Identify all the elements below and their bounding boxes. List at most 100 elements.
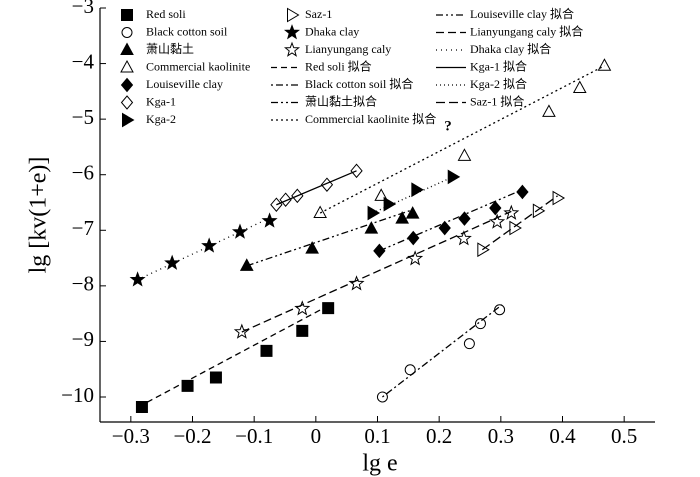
- y-tick-label: −7: [72, 216, 94, 240]
- y-tick-label: −10: [61, 383, 94, 407]
- data-point: [364, 221, 379, 234]
- legend-label: Black cotton soil 拟合: [305, 76, 413, 91]
- legend-marker: [120, 95, 134, 110]
- data-point: [201, 237, 218, 253]
- legend-item: Louiseville clay 拟合: [436, 6, 574, 21]
- legend-label: 萧山黏土: [146, 42, 194, 56]
- data-point: [532, 203, 546, 219]
- data-point: [296, 324, 309, 337]
- data-point: [516, 184, 529, 200]
- legend-label: Louiseville clay 拟合: [470, 6, 574, 21]
- x-tick-label: 0.1: [364, 424, 390, 448]
- legend-item: Kga-2 拟合: [436, 76, 527, 91]
- annotation: ?: [444, 118, 452, 134]
- data-point: [407, 230, 420, 246]
- x-tick-label: −0.3: [112, 424, 150, 448]
- data-point: [463, 338, 475, 350]
- data-point: [260, 344, 273, 357]
- legend-label: Red soli 拟合: [305, 58, 372, 73]
- data-point: [474, 318, 486, 330]
- legend-marker: [120, 42, 134, 55]
- data-point: [261, 212, 278, 228]
- fit-line: [481, 195, 558, 251]
- data-point: [320, 177, 334, 192]
- legend-label: Kga-2 拟合: [470, 76, 527, 91]
- data-point: [489, 213, 506, 229]
- data-point: [279, 192, 292, 207]
- legend-item: Commercial kaolinite: [120, 59, 250, 73]
- legend-item: Kga-1: [120, 94, 176, 110]
- legend-item: Saz-1 拟合: [436, 93, 524, 108]
- y-tick-label: −3: [72, 0, 94, 18]
- x-axis-label: lg e: [362, 451, 397, 477]
- legend-label: Commercial kaolinite 拟合: [305, 111, 436, 126]
- legend-label: Lianyungang caly 拟合: [470, 23, 583, 38]
- legend-item: Lianyungang caly: [283, 41, 391, 57]
- data-point: [135, 400, 148, 413]
- x-tick-label: 0.2: [426, 424, 452, 448]
- fit-line: [319, 65, 605, 214]
- legend-item: Saz-1: [287, 7, 332, 23]
- legend-marker: [121, 27, 133, 38]
- data-point: [313, 205, 327, 219]
- data-point: [404, 364, 416, 376]
- data-point: [407, 250, 424, 266]
- data-point: [395, 211, 410, 224]
- data-point: [542, 104, 556, 117]
- y-tick-label: −4: [72, 49, 95, 73]
- x-tick-label: 0.4: [549, 424, 576, 448]
- legend-label: Red soli: [146, 7, 186, 21]
- data-point: [405, 206, 420, 219]
- legend-marker: [287, 7, 300, 23]
- legend-label: Dhaka clay 拟合: [470, 41, 551, 56]
- x-tick-label: −0.2: [173, 424, 211, 448]
- fit-line: [382, 304, 503, 398]
- legend-label: 萧山黏土拟合: [305, 93, 377, 108]
- legend-item: Louiseville clay: [120, 77, 223, 93]
- fit-line: [379, 189, 523, 252]
- y-tick-label: −5: [72, 105, 94, 129]
- data-point: [231, 223, 248, 239]
- legend-label: Saz-1: [305, 7, 332, 21]
- data-point: [164, 254, 181, 270]
- data-point: [181, 379, 194, 392]
- legend-item: Commercial kaolinite 拟合: [271, 111, 436, 126]
- data-point: [411, 182, 424, 198]
- data-point: [457, 148, 472, 161]
- fit-line: [246, 209, 413, 267]
- legend-item: Black cotton soil 拟合: [271, 76, 413, 91]
- fit-line: [241, 210, 512, 333]
- legend-label: Black cotton soil: [146, 24, 228, 38]
- legend-item: 萧山黏土: [120, 42, 194, 56]
- data-point: [455, 230, 472, 246]
- y-axis-label: lg [kv(1+e)]: [26, 157, 52, 274]
- legend-item: Red soli: [121, 7, 186, 21]
- legend-label: Kga-1 拟合: [470, 58, 527, 73]
- legend-item: Kga-1 拟合: [436, 58, 527, 73]
- data-point: [322, 302, 335, 315]
- legend-item: Kga-2: [122, 112, 176, 128]
- y-tick-label: −6: [72, 161, 94, 185]
- legend-marker: [120, 59, 134, 73]
- legend-item: Lianyungang caly 拟合: [436, 23, 583, 38]
- y-tick-label: −9: [72, 327, 94, 351]
- legend-label: Lianyungang caly: [305, 42, 391, 56]
- data-point: [348, 275, 365, 291]
- data-point: [572, 80, 587, 94]
- x-tick-label: 0: [311, 424, 322, 448]
- data-point: [209, 371, 222, 384]
- fit-line: [276, 170, 357, 206]
- fit-line: [137, 304, 331, 408]
- legend-marker: [120, 77, 134, 93]
- legend-item: Red soli 拟合: [271, 58, 372, 73]
- x-tick-label: 0.3: [488, 424, 514, 448]
- legend-item: 萧山黏土拟合: [271, 93, 377, 108]
- data-point: [509, 220, 522, 236]
- data-point: [383, 196, 397, 212]
- legend-label: Kga-1: [146, 94, 176, 108]
- legend-label: Dhaka clay: [305, 24, 359, 38]
- data-point: [552, 190, 566, 206]
- data-point: [447, 169, 461, 185]
- data-point: [305, 241, 319, 254]
